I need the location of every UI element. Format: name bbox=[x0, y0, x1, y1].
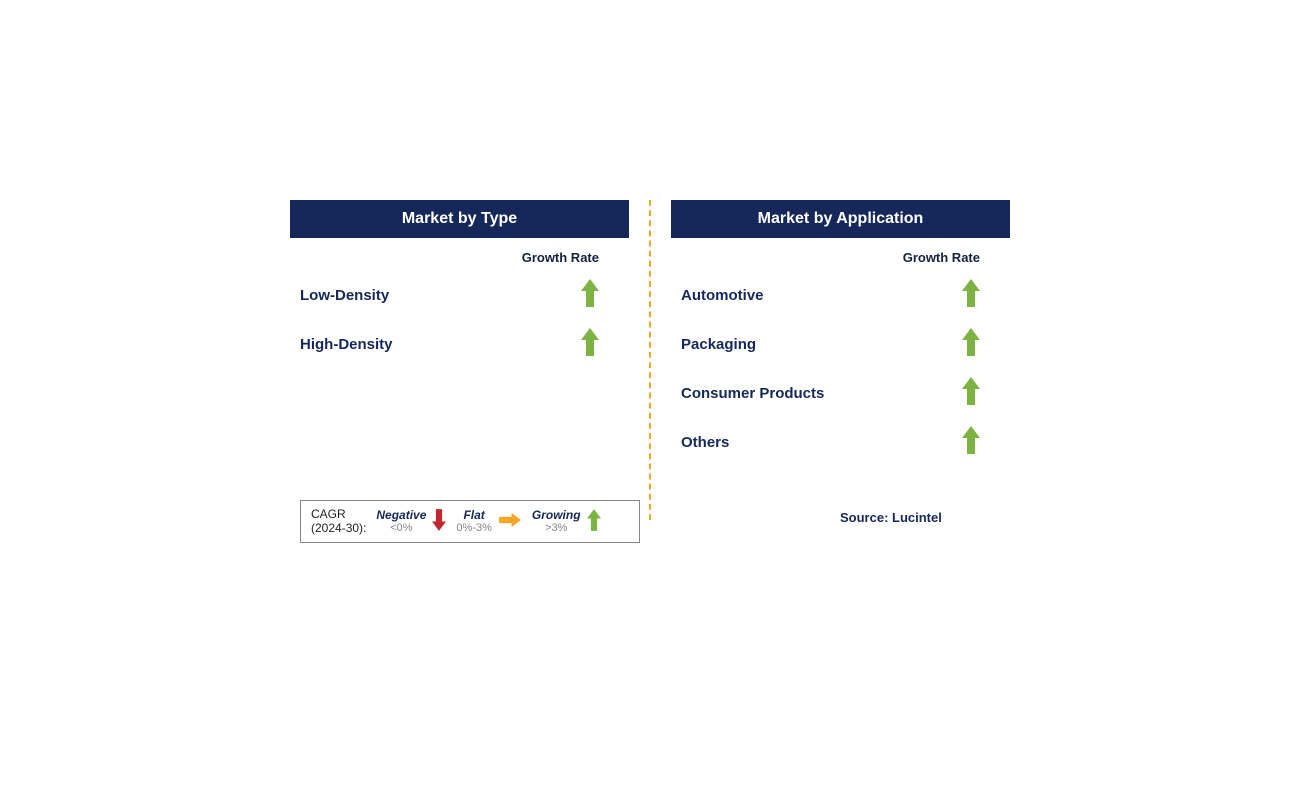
list-item: Others bbox=[671, 418, 1010, 467]
legend-arrow bbox=[432, 509, 446, 534]
legend-range: >3% bbox=[545, 522, 567, 534]
arrow-up-icon bbox=[581, 279, 599, 307]
trend-arrow bbox=[962, 426, 980, 459]
list-item: Packaging bbox=[671, 320, 1010, 369]
trend-arrow bbox=[962, 328, 980, 361]
arrow-up-icon bbox=[962, 426, 980, 454]
panel-header-application: Market by Application bbox=[671, 200, 1010, 238]
row-label: Low-Density bbox=[300, 287, 389, 304]
list-item: Low-Density bbox=[290, 271, 629, 320]
row-label: Packaging bbox=[681, 336, 756, 353]
row-label: Consumer Products bbox=[681, 385, 824, 402]
legend-range: 0%-3% bbox=[456, 522, 491, 534]
arrow-right-icon bbox=[498, 513, 522, 527]
list-item: Consumer Products bbox=[671, 369, 1010, 418]
panel-market-by-type: Market by Type Growth Rate Low-Density H… bbox=[290, 200, 629, 520]
arrow-up-icon bbox=[581, 328, 599, 356]
list-item: High-Density bbox=[290, 320, 629, 369]
source-label: Source: Lucintel bbox=[840, 510, 942, 525]
legend-word: Negative bbox=[376, 508, 426, 522]
trend-arrow bbox=[962, 377, 980, 410]
trend-arrow bbox=[962, 279, 980, 312]
panel-market-by-application: Market by Application Growth Rate Automo… bbox=[671, 200, 1010, 520]
legend-item: Negative<0% bbox=[376, 508, 426, 534]
type-rows: Low-Density High-Density bbox=[290, 271, 629, 369]
list-item: Automotive bbox=[671, 271, 1010, 320]
legend-word: Growing bbox=[532, 508, 581, 522]
row-label: Others bbox=[681, 434, 729, 451]
application-rows: Automotive Packaging Consumer Products O… bbox=[671, 271, 1010, 467]
arrow-up-icon bbox=[962, 279, 980, 307]
legend-range: <0% bbox=[390, 522, 412, 534]
growth-rate-label-right: Growth Rate bbox=[671, 238, 1010, 271]
arrow-up-icon bbox=[587, 509, 601, 531]
trend-arrow bbox=[581, 328, 599, 361]
row-label: High-Density bbox=[300, 336, 393, 353]
legend-arrow bbox=[587, 509, 601, 534]
legend-item: Flat0%-3% bbox=[456, 508, 491, 534]
arrow-up-icon bbox=[962, 377, 980, 405]
legend-word: Flat bbox=[463, 508, 484, 522]
legend-cagr-line1: CAGR bbox=[311, 507, 366, 521]
panel-header-type: Market by Type bbox=[290, 200, 629, 238]
arrow-up-icon bbox=[962, 328, 980, 356]
row-label: Automotive bbox=[681, 287, 764, 304]
arrow-down-icon bbox=[432, 509, 446, 531]
trend-arrow bbox=[581, 279, 599, 312]
growth-rate-label-left: Growth Rate bbox=[290, 238, 629, 271]
legend-items: Negative<0% Flat0%-3% Growing>3% bbox=[372, 508, 600, 534]
legend-box: CAGR (2024-30): Negative<0% Flat0%-3% Gr… bbox=[300, 500, 640, 543]
infographic-container: Market by Type Growth Rate Low-Density H… bbox=[290, 200, 1010, 520]
legend-arrow bbox=[498, 513, 522, 530]
legend-cagr-label: CAGR (2024-30): bbox=[311, 507, 366, 536]
legend-item: Growing>3% bbox=[532, 508, 581, 534]
vertical-divider bbox=[649, 200, 651, 520]
legend-cagr-line2: (2024-30): bbox=[311, 521, 366, 535]
